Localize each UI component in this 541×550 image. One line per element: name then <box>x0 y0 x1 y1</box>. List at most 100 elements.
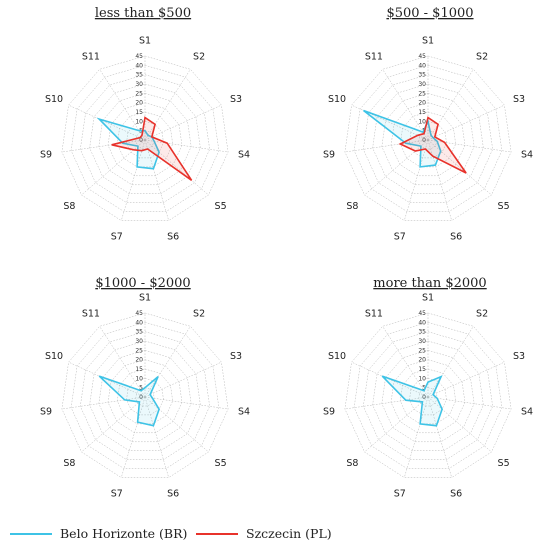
grid-ring <box>117 111 173 168</box>
axis-spoke <box>68 104 146 141</box>
legend-label-belo-horizonte: Belo Horizonte (BR) <box>60 526 188 541</box>
series-belo-horizonte <box>363 109 442 168</box>
grid-ring <box>400 111 456 168</box>
axis-spoke <box>427 139 512 153</box>
axis-label-s5: S5 <box>215 201 227 212</box>
axis-label-s4: S4 <box>238 407 250 418</box>
tick-label: 5 <box>422 385 426 392</box>
axis-spoke <box>427 396 492 453</box>
axis-spoke <box>68 361 146 398</box>
tick-label: 0 <box>139 137 143 144</box>
axis-spoke <box>144 104 222 141</box>
tick-label: 20 <box>135 357 143 364</box>
grid-ring <box>372 340 484 451</box>
axis-spoke <box>427 69 474 141</box>
axis-label-s11: S11 <box>82 51 100 62</box>
radar-chart-3: $1000 - $2000 45 40 35 30 25 20 15 10 5 0 S1 S2 S3 S4 S… <box>40 276 250 499</box>
radar-chart-1: less than $500454035302520151050S1S2S3S4… <box>40 6 250 242</box>
chart-title: less than $500 <box>95 6 191 21</box>
tick-label: 30 <box>135 338 143 345</box>
axis-spoke <box>61 139 146 153</box>
axis-label-s10: S10 <box>328 351 346 362</box>
axis-label-s2: S2 <box>476 51 488 62</box>
axis-label-s4: S4 <box>238 150 250 161</box>
axis-label-s3: S3 <box>513 351 525 362</box>
tick-label: 15 <box>135 109 143 116</box>
grid-ring <box>390 359 466 434</box>
grid-ring <box>363 74 493 203</box>
axis-spoke <box>144 139 169 221</box>
axis-label-s1: S1 <box>139 293 151 304</box>
tick-label: 10 <box>418 375 426 382</box>
chart-title: more than $2000 <box>373 276 486 291</box>
axis-label-s3: S3 <box>513 94 525 105</box>
axis-spoke <box>99 326 146 398</box>
axis-label-s11: S11 <box>365 51 383 62</box>
tick-label: 5 <box>139 385 143 392</box>
legend-swatch-szczecin <box>196 532 238 535</box>
axis-spoke <box>81 396 146 453</box>
grid-ring <box>409 378 447 416</box>
axis-label-s5: S5 <box>215 458 227 469</box>
series-szczecin <box>398 116 467 174</box>
axis-spoke <box>351 361 429 398</box>
axis-label-s4: S4 <box>521 407 533 418</box>
radar-chart-4: more than $2000 45 40 35 30 25 20 15 10 5 0 S1 S2 S3 S… <box>323 276 533 499</box>
tick-label: 45 <box>135 53 143 60</box>
grid-ring <box>89 83 201 194</box>
axis-spoke <box>61 396 146 410</box>
radar-chart-2: $500 - $1000454035302520151050S1S2S3S4S5… <box>323 6 533 242</box>
axis-spoke <box>364 396 429 453</box>
axis-spoke <box>144 361 222 398</box>
grid-ring <box>135 387 155 407</box>
tick-label: 35 <box>135 72 143 79</box>
grid-ring <box>381 350 475 443</box>
axis-spoke <box>427 396 452 478</box>
axis-spoke <box>427 361 505 398</box>
axis-spoke <box>99 69 146 141</box>
axis-spoke <box>404 139 429 221</box>
grid-ring <box>98 93 192 186</box>
axis-label-s2: S2 <box>476 308 488 319</box>
axis-label-s7: S7 <box>111 231 123 242</box>
axis-spoke <box>427 326 474 398</box>
legend-label-szczecin: Szczecin (PL) <box>246 526 332 541</box>
axis-label-s7: S7 <box>111 488 123 499</box>
legend-item-belo-horizonte: Belo Horizonte (BR) <box>10 526 187 541</box>
axis-spoke <box>344 396 429 410</box>
tick-label: 15 <box>418 109 426 116</box>
grid-ring <box>107 102 183 177</box>
tick-label: 10 <box>418 118 426 125</box>
axis-label-s7: S7 <box>394 231 406 242</box>
grid-ring <box>107 359 183 434</box>
axis-spoke <box>144 139 229 153</box>
tick-label: 25 <box>418 347 426 354</box>
axis-spoke <box>364 139 429 196</box>
axis-label-s6: S6 <box>450 231 462 242</box>
chart-title: $500 - $1000 <box>386 6 473 21</box>
grid-ring <box>80 74 210 203</box>
tick-label: 15 <box>135 366 143 373</box>
axis-spoke <box>81 139 146 196</box>
tick-label: 45 <box>135 310 143 317</box>
axis-label-s8: S8 <box>63 458 75 469</box>
grid-ring <box>70 322 220 469</box>
tick-label: 35 <box>418 72 426 79</box>
tick-label: 10 <box>135 118 143 125</box>
axis-spoke <box>121 396 146 478</box>
axis-label-s1: S1 <box>422 293 434 304</box>
grid-ring <box>126 121 164 159</box>
axis-label-s1: S1 <box>139 36 151 47</box>
grid-ring <box>353 65 503 212</box>
tick-label: 20 <box>418 100 426 107</box>
grid-ring <box>80 331 210 460</box>
legend-item-szczecin: Szczecin (PL) <box>196 526 332 541</box>
grid-ring <box>372 83 484 194</box>
axis-spoke <box>382 69 429 141</box>
tick-label: 30 <box>135 81 143 88</box>
axis-label-s8: S8 <box>346 201 358 212</box>
axis-spoke <box>144 69 191 141</box>
axis-spoke <box>144 139 209 196</box>
axis-label-s10: S10 <box>45 94 63 105</box>
